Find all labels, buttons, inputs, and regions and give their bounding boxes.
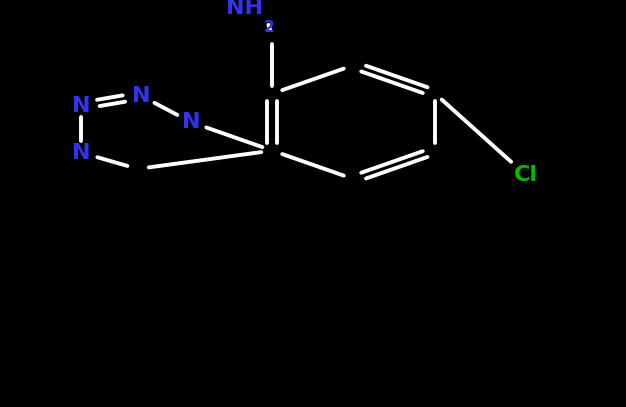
Text: N: N — [72, 142, 91, 163]
Text: N: N — [131, 85, 150, 106]
Text: NH: NH — [226, 0, 263, 18]
Text: N: N — [182, 112, 200, 132]
Text: N: N — [72, 96, 91, 116]
Text: 2: 2 — [264, 20, 275, 35]
Text: Cl: Cl — [514, 165, 538, 185]
